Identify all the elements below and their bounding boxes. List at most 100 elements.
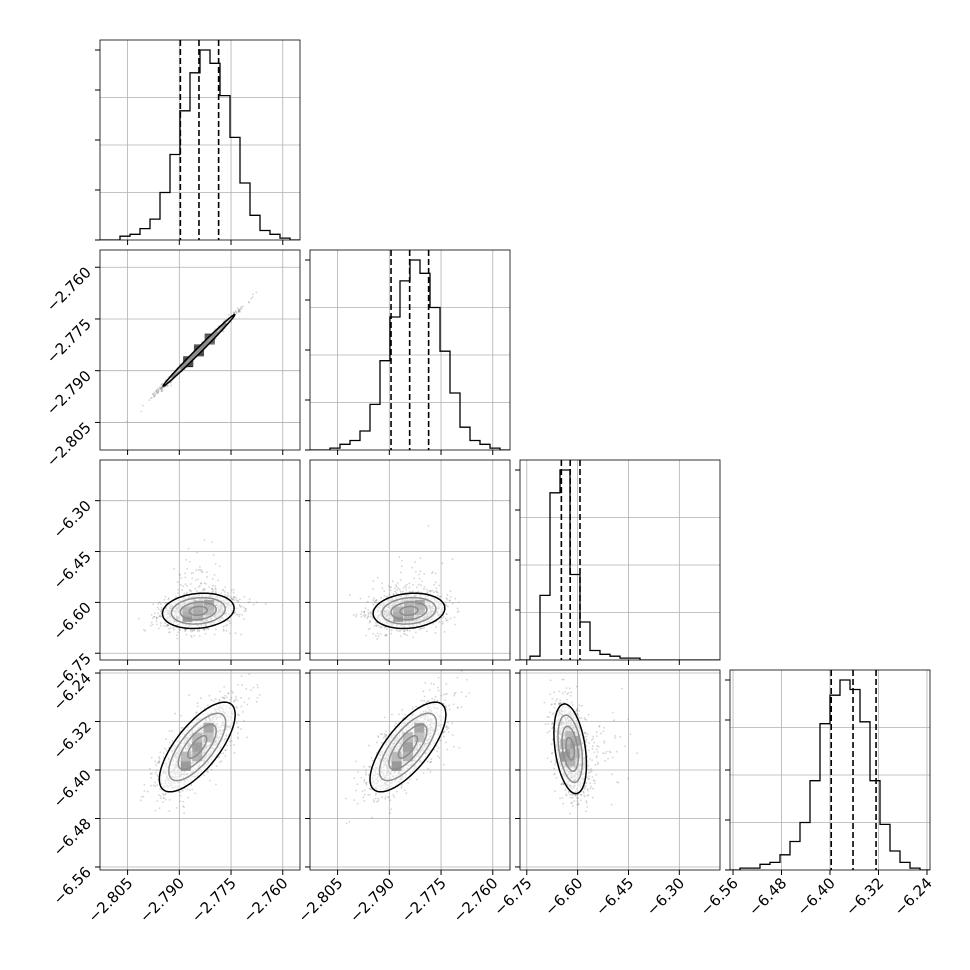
sample-point [370,613,373,615]
hist-bin [800,823,810,871]
sample-point [162,386,165,389]
sample-point [170,384,173,387]
sample-point [238,309,241,312]
sample-point [153,615,156,618]
sample-point [444,617,447,620]
sample-point [191,577,194,580]
sample-point [233,612,236,615]
sample-point [210,768,213,771]
sample-point [198,584,201,587]
sample-point [158,761,160,764]
sample-point [229,596,232,598]
sample-point [200,582,202,585]
sample-point [366,600,369,603]
sample-point [420,584,422,587]
sample-point [157,627,160,630]
sample-point [457,610,460,613]
sample-point [229,744,232,747]
sample-point [412,590,414,593]
sample-point [419,570,422,573]
sample-point [252,686,255,689]
sample-point [157,391,159,394]
sample-point [144,629,147,632]
sample-point [441,616,443,619]
sample-point [194,587,197,590]
hist-bin [590,651,600,661]
hist-bin [760,864,770,870]
sample-point [200,582,203,585]
sample-point [239,613,241,616]
sample-point [446,613,448,616]
sample-point [236,307,239,310]
sample-point [242,305,244,308]
sample-point [193,634,196,637]
hist-bin [820,724,830,870]
sample-point [163,625,166,627]
sample-point [172,627,175,629]
sample-point [372,587,374,590]
sample-point [426,591,429,594]
sample-point [143,628,145,631]
sample-point [138,617,140,620]
sample-point [232,311,235,314]
sample-point [233,700,235,703]
sample-point [203,588,206,591]
hist-bin [890,851,900,870]
sample-point [203,628,205,631]
sample-point [438,595,441,598]
sample-point [230,597,233,600]
sample-point [227,594,230,597]
sample-point [215,783,217,786]
sample-point [238,310,241,313]
sample-point [210,591,213,594]
sample-point [196,628,199,631]
sample-point [398,588,401,591]
sample-point [159,386,161,388]
hist-bin [400,281,410,450]
sample-point [229,698,232,701]
sample-point [166,623,169,626]
scatter-panel-1-0 [95,249,301,455]
sample-point [160,387,163,390]
sample-point [167,597,170,600]
sample-point [157,390,160,393]
sample-point [166,624,169,627]
sample-point [193,629,196,632]
sample-point [165,625,168,628]
sample-point [142,795,145,798]
sample-point [233,699,236,702]
sample-point [160,386,163,389]
sample-point [431,571,434,573]
hist-panel-2 [515,459,721,665]
sample-point [408,586,411,589]
sample-point [413,577,416,580]
sample-point [417,583,420,586]
hist-steps [100,49,300,240]
sample-point [372,632,375,635]
sample-point [440,595,443,598]
sample-point [369,615,372,618]
sample-point [389,586,391,589]
sample-point [150,776,153,779]
sample-point [238,714,240,717]
sample-point [383,590,386,593]
sample-point [214,587,216,590]
sample-point [234,611,236,614]
sample-point [419,627,422,630]
sample-point [445,597,448,599]
sample-point [160,606,163,609]
sample-point [204,632,207,635]
sample-point [375,598,378,601]
sample-point [160,383,163,386]
sample-point [240,728,242,731]
sample-point [155,623,158,626]
sample-point [191,788,194,791]
sample-point [373,601,376,604]
sample-point [222,629,225,632]
sample-point [201,589,204,592]
sample-point [231,597,234,600]
sample-point [185,559,188,561]
sample-point [369,611,372,613]
sample-point [164,793,167,796]
sample-point [408,590,411,593]
